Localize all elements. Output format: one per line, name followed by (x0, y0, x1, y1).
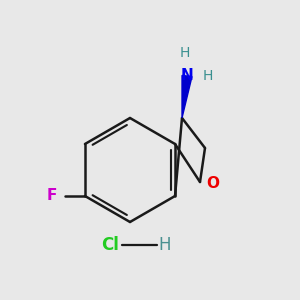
Polygon shape (182, 75, 192, 118)
Text: H: H (180, 46, 190, 60)
Text: Cl: Cl (101, 236, 119, 254)
Text: H: H (203, 69, 213, 83)
Text: H: H (159, 236, 171, 254)
Text: O: O (206, 176, 219, 191)
Text: N: N (181, 68, 194, 83)
Text: F: F (46, 188, 57, 203)
